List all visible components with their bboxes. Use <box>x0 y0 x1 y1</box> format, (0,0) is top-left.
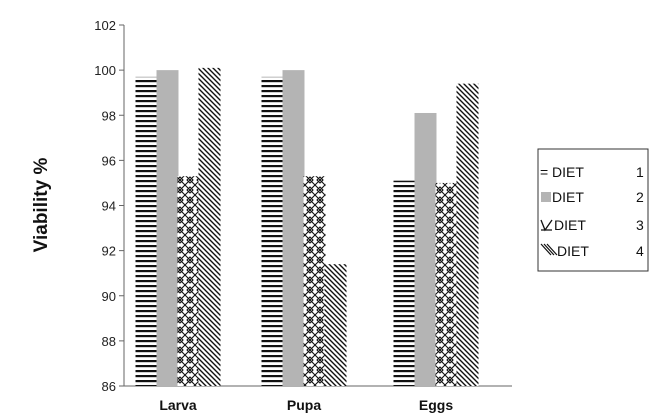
y-tick-label: 90 <box>102 289 116 304</box>
legend-number: 3 <box>636 217 644 233</box>
legend-item-diet-3: DIET 3 <box>540 217 644 233</box>
x-axis: Larva Pupa Eggs <box>124 385 512 413</box>
legend-symbol-solid-gray <box>541 192 551 202</box>
bar-larva-diet-1 <box>135 76 158 387</box>
bar-eggs-diet-1 <box>393 180 416 386</box>
y-tick-label: 88 <box>102 334 116 349</box>
y-tick-label: 92 <box>102 244 116 259</box>
x-category-label: Eggs <box>419 397 453 413</box>
y-axis-label: Viability % <box>31 158 52 253</box>
bar-eggs-diet-3 <box>435 182 458 386</box>
bar-pupa-diet-3 <box>303 176 326 386</box>
bars <box>135 67 479 387</box>
x-category-label: Larva <box>159 397 197 413</box>
bar-larva-diet-4 <box>198 67 221 387</box>
y-tick-label: 94 <box>102 199 116 214</box>
legend-item-diet-2: DIET 2 <box>541 189 644 205</box>
bar-larva-diet-2 <box>156 70 179 386</box>
bar-pupa-diet-1 <box>261 76 284 387</box>
legend-symbol-horizontal-lines: = <box>540 164 548 180</box>
y-tick-label: 98 <box>102 108 116 123</box>
legend-label: DIET <box>552 189 584 205</box>
legend-number: 2 <box>636 189 644 205</box>
bar-larva-diet-3 <box>177 176 200 386</box>
y-tick-label: 102 <box>94 18 116 33</box>
legend: = DIET 1 DIET 2 DIET 3 DIET 4 <box>537 148 649 272</box>
legend-item-diet-1: = DIET 1 <box>540 164 644 180</box>
legend-number: 4 <box>636 243 644 259</box>
x-category-label: Pupa <box>287 397 321 413</box>
y-tick-label: 86 <box>102 379 116 394</box>
bar-pupa-diet-2 <box>282 70 305 386</box>
y-tick-label: 96 <box>102 153 116 168</box>
bar-pupa-diet-4 <box>324 264 347 386</box>
legend-number: 1 <box>636 164 644 180</box>
legend-item-diet-4: DIET 4 <box>540 243 644 259</box>
y-axis: 86 88 90 92 94 96 98 100 102 <box>94 18 125 394</box>
legend-label: DIET <box>554 217 586 233</box>
bar-eggs-diet-4 <box>456 83 479 386</box>
legend-symbol-diagonal-lines <box>540 243 558 256</box>
y-tick-label: 100 <box>94 63 116 78</box>
legend-frame <box>537 148 649 272</box>
legend-label: DIET <box>557 243 589 259</box>
legend-symbol-crosshatch <box>540 219 553 232</box>
bar-eggs-diet-2 <box>414 112 437 387</box>
legend-label: DIET <box>552 164 584 180</box>
